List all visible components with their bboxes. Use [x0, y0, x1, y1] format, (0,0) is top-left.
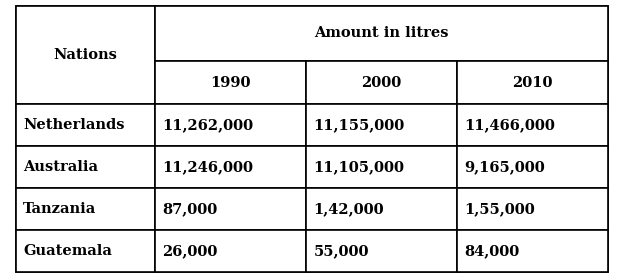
- Bar: [155, 230, 306, 272]
- Bar: [155, 146, 306, 188]
- Bar: [457, 188, 608, 230]
- Bar: [306, 146, 457, 188]
- Bar: [16, 146, 155, 188]
- Bar: [16, 105, 155, 146]
- Text: 1,42,000: 1,42,000: [313, 202, 384, 216]
- Text: Nations: Nations: [53, 48, 117, 62]
- Bar: [457, 61, 608, 105]
- Text: 11,262,000: 11,262,000: [162, 118, 253, 132]
- Text: 11,155,000: 11,155,000: [313, 118, 405, 132]
- Text: 2010: 2010: [513, 76, 553, 90]
- Text: 87,000: 87,000: [162, 202, 218, 216]
- Text: Amount in litres: Amount in litres: [314, 26, 449, 40]
- Text: 11,246,000: 11,246,000: [162, 160, 253, 174]
- Text: 84,000: 84,000: [465, 244, 520, 258]
- Text: 11,105,000: 11,105,000: [313, 160, 404, 174]
- Text: Australia: Australia: [23, 160, 98, 174]
- Text: 1990: 1990: [210, 76, 251, 90]
- Bar: [16, 6, 155, 105]
- Bar: [306, 230, 457, 272]
- Bar: [155, 61, 306, 105]
- Bar: [306, 188, 457, 230]
- Bar: [155, 105, 306, 146]
- Bar: [457, 105, 608, 146]
- Bar: [16, 230, 155, 272]
- Text: Netherlands: Netherlands: [23, 118, 124, 132]
- Text: 1,55,000: 1,55,000: [465, 202, 536, 216]
- Text: 2000: 2000: [361, 76, 402, 90]
- Text: 9,165,000: 9,165,000: [465, 160, 545, 174]
- Bar: [306, 105, 457, 146]
- Bar: [155, 6, 608, 61]
- Bar: [155, 188, 306, 230]
- Bar: [457, 230, 608, 272]
- Bar: [306, 61, 457, 105]
- Text: 55,000: 55,000: [313, 244, 369, 258]
- Bar: [457, 146, 608, 188]
- Text: Tanzania: Tanzania: [23, 202, 96, 216]
- Text: 26,000: 26,000: [162, 244, 218, 258]
- Bar: [16, 188, 155, 230]
- Text: Guatemala: Guatemala: [23, 244, 112, 258]
- Text: 11,466,000: 11,466,000: [465, 118, 555, 132]
